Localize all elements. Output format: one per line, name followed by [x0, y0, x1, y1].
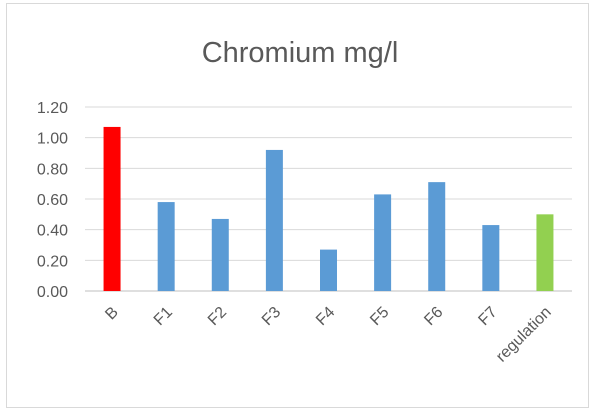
- bar-f4: [320, 249, 337, 291]
- y-tick-label: 1.20: [37, 100, 68, 117]
- bar-f1: [157, 202, 175, 291]
- bar-f7: [482, 225, 500, 291]
- chart-title: Chromium mg/l: [202, 37, 399, 69]
- x-tick-label: F2: [205, 304, 230, 329]
- y-tick-label: 0.20: [37, 253, 68, 270]
- bars: [103, 126, 554, 291]
- chart-frame: [6, 3, 589, 408]
- bar-f6: [428, 182, 446, 291]
- bar-regulation: [536, 214, 554, 291]
- x-tick-label: F3: [259, 304, 284, 329]
- bar-f3: [265, 149, 283, 291]
- x-tick-label: B: [102, 304, 122, 324]
- bar-f5: [374, 194, 392, 291]
- y-tick-label: 0.80: [37, 161, 68, 178]
- x-tick-label: regulation: [493, 304, 555, 366]
- x-tick-label: F7: [475, 304, 500, 329]
- y-tick-label: 0.00: [37, 284, 68, 301]
- y-tick-label: 1.00: [37, 131, 68, 148]
- y-tick-label: 0.60: [37, 192, 68, 209]
- y-tick-label: 0.40: [37, 223, 68, 240]
- x-tick-label: F6: [421, 304, 446, 329]
- y-axis-ticks: 0.00 0.20 0.40 0.60 0.80 1.00 1.20: [37, 100, 68, 301]
- x-tick-label: F4: [313, 304, 338, 329]
- bar-b: [103, 126, 121, 291]
- bar-f2: [211, 218, 229, 291]
- x-tick-label: F1: [151, 304, 176, 329]
- x-tick-label: F5: [367, 304, 392, 329]
